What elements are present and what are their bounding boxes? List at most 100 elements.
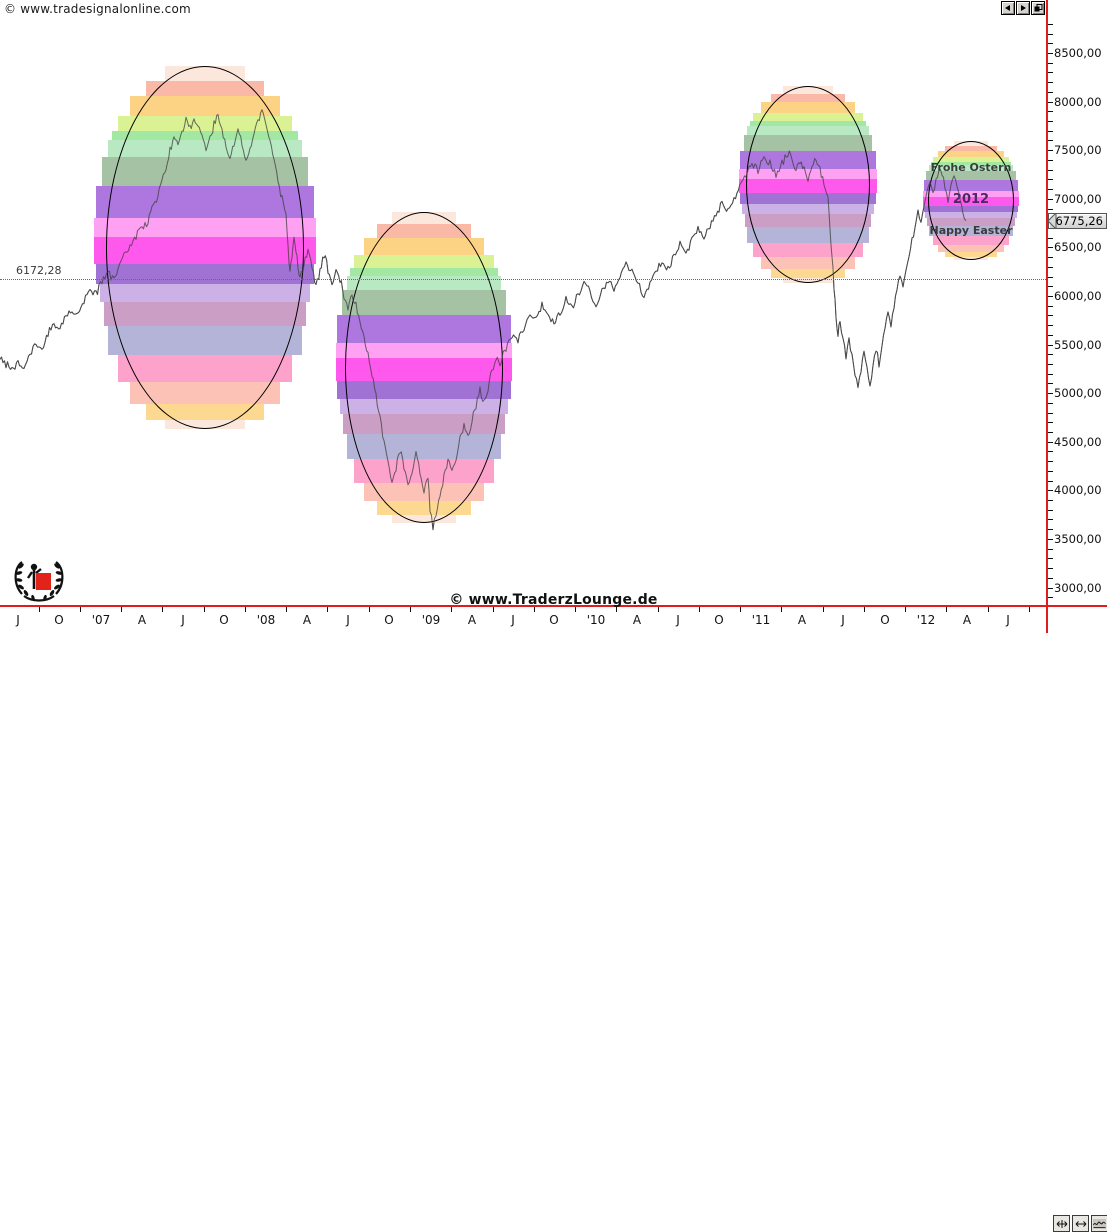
time-axis-tick xyxy=(410,607,411,612)
egg-band xyxy=(923,180,1019,191)
restore-button[interactable] xyxy=(1031,1,1045,15)
easter-egg-2011 xyxy=(738,86,878,283)
egg-band xyxy=(747,226,869,243)
egg-band xyxy=(340,398,508,415)
time-axis-label: A xyxy=(467,613,477,627)
time-axis-tick xyxy=(575,607,576,612)
egg-band xyxy=(783,278,833,283)
egg-band xyxy=(928,165,1014,171)
forward-button[interactable] xyxy=(1016,1,1030,15)
egg-text-frohe-ostern: Frohe Ostern xyxy=(930,161,1012,174)
price-axis-minor-tick xyxy=(1048,529,1053,531)
reference-price-line xyxy=(0,279,1046,281)
price-axis-minor-tick xyxy=(1048,461,1053,463)
time-axis-tick xyxy=(245,607,246,612)
egg-band xyxy=(749,121,867,127)
time-axis-label: A xyxy=(962,613,972,627)
egg-band xyxy=(129,381,281,404)
time-axis-tick xyxy=(80,607,81,612)
time-axis-label: O xyxy=(880,613,890,627)
price-axis-minor-tick xyxy=(1048,159,1053,161)
price-axis-label: 4500,00 xyxy=(1054,434,1102,449)
price-axis-minor-tick xyxy=(1048,91,1053,93)
time-axis-label: O xyxy=(384,613,394,627)
egg-band xyxy=(753,113,863,122)
time-axis-tick xyxy=(1029,607,1030,612)
egg-band xyxy=(933,235,1009,245)
window-titlebar: © www.tradesignalonline.com XXP xyxy=(0,0,1107,20)
time-axis-tick xyxy=(327,607,328,612)
egg-band xyxy=(354,254,494,268)
time-axis-label: A xyxy=(302,613,312,627)
price-axis-minor-tick xyxy=(1048,23,1053,25)
price-axis-minor-tick xyxy=(1048,334,1053,336)
egg-band xyxy=(363,237,485,255)
time-axis-tick xyxy=(658,607,659,612)
price-axis-minor-tick xyxy=(1048,286,1053,288)
price-axis-minor-tick xyxy=(1048,470,1053,472)
price-axis-minor-tick xyxy=(1048,305,1053,307)
price-axis-minor-tick xyxy=(1048,130,1053,132)
price-axis-minor-tick xyxy=(1048,179,1053,181)
price-axis-minor-tick xyxy=(1048,558,1053,560)
time-axis-label: J xyxy=(16,613,20,627)
price-axis-label: 6500,00 xyxy=(1054,240,1102,255)
time-axis-label: A xyxy=(632,613,642,627)
chart-plot-area[interactable]: Frohe Ostern 2012 Happy Easter 6172,28 xyxy=(0,20,1046,605)
price-axis-minor-tick xyxy=(1048,490,1053,492)
time-axis-label: '12 xyxy=(916,613,936,627)
egg-band xyxy=(102,156,308,186)
egg-band xyxy=(933,157,1009,163)
egg-band xyxy=(923,205,1019,213)
egg-band xyxy=(753,242,863,258)
egg-band xyxy=(783,86,833,94)
price-axis-label: 5000,00 xyxy=(1054,386,1102,401)
time-axis-tick xyxy=(451,607,452,612)
time-axis-label: '07 xyxy=(91,613,111,627)
fit-width-icon[interactable] xyxy=(1053,1215,1070,1232)
egg-band xyxy=(392,515,456,523)
time-axis-label: J xyxy=(841,613,845,627)
egg-band xyxy=(770,269,846,279)
chart-style-icon[interactable] xyxy=(1091,1215,1107,1232)
chart-toolbar xyxy=(1053,1215,1107,1232)
price-marker-arrow-icon xyxy=(1048,212,1057,229)
egg-band xyxy=(953,257,989,260)
price-axis-minor-tick xyxy=(1048,402,1053,404)
price-axis[interactable]: 8500,00 8000,00 7500,00 7000,00 6500,00 6000,… xyxy=(1046,0,1107,633)
egg-color-bands xyxy=(335,212,513,523)
time-axis-label: J xyxy=(346,613,350,627)
price-axis-minor-tick xyxy=(1048,548,1053,550)
egg-band xyxy=(392,212,456,225)
price-axis-label: 7000,00 xyxy=(1054,191,1102,206)
back-button[interactable] xyxy=(1001,1,1015,15)
egg-text-year: 2012 xyxy=(952,192,990,207)
time-axis-tick xyxy=(740,607,741,612)
price-axis-minor-tick xyxy=(1048,441,1053,443)
time-axis-label: O xyxy=(54,613,64,627)
time-axis[interactable]: J O '07 A J O '08 A J O '09 A J O '10 A J O '11 A J O '12 A J xyxy=(0,605,1107,1232)
price-axis-minor-tick xyxy=(1048,198,1053,200)
price-axis-minor-tick xyxy=(1048,169,1053,171)
price-axis-label: 5500,00 xyxy=(1054,337,1102,352)
price-line-series-overlay xyxy=(0,109,967,531)
egg-band xyxy=(760,257,856,270)
price-axis-minor-tick xyxy=(1048,451,1053,453)
price-axis-minor-tick xyxy=(1048,247,1053,249)
time-axis-label: J xyxy=(676,613,680,627)
expand-width-icon[interactable] xyxy=(1072,1215,1089,1232)
time-axis-tick xyxy=(988,607,989,612)
price-axis-minor-tick xyxy=(1048,597,1053,599)
price-axis-label: 4000,00 xyxy=(1054,483,1102,498)
price-axis-label: 6000,00 xyxy=(1054,288,1102,303)
price-axis-minor-tick xyxy=(1048,295,1053,297)
time-axis-tick xyxy=(204,607,205,612)
price-axis-minor-tick xyxy=(1048,538,1053,540)
egg-color-bands xyxy=(738,86,878,283)
time-axis-tick xyxy=(781,607,782,612)
price-axis-minor-tick xyxy=(1048,412,1053,414)
price-axis-minor-tick xyxy=(1048,62,1053,64)
traderz-lounge-logo xyxy=(8,552,70,604)
easter-egg-2007 xyxy=(94,66,316,429)
time-axis-tick xyxy=(946,607,947,612)
